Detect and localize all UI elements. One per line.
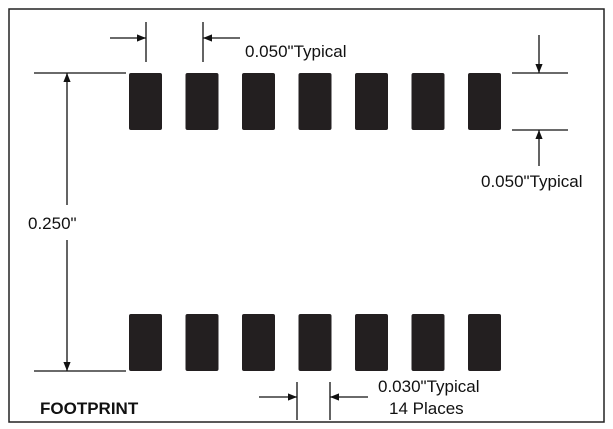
pad-row-top <box>129 73 501 130</box>
row-spacing-label: 0.250" <box>28 214 77 233</box>
pad-bottom-3 <box>242 314 275 371</box>
pitch-label: 0.050"Typical <box>245 42 347 61</box>
pad-row-bottom <box>129 314 501 371</box>
pad-bottom-7 <box>468 314 501 371</box>
pad-top-5 <box>355 73 388 130</box>
pad-width-label-line1: 0.030"Typical <box>378 377 480 396</box>
pitch-dimension <box>110 22 240 62</box>
pad-bottom-4 <box>298 314 332 371</box>
pad-top-7 <box>468 73 501 130</box>
pad-height-label: 0.050"Typical <box>481 172 583 191</box>
pad-top-2 <box>185 73 219 130</box>
pad-bottom-2 <box>185 314 219 371</box>
pad-bottom-5 <box>355 314 388 371</box>
pad-bottom-6 <box>411 314 445 371</box>
pad-width-label-line2: 14 Places <box>389 399 464 418</box>
pad-top-3 <box>242 73 275 130</box>
row-spacing-dimension <box>34 72 126 372</box>
pad-height-dimension <box>512 35 568 166</box>
pad-width-dimension <box>259 382 368 420</box>
pad-top-1 <box>129 73 162 130</box>
diagram-border <box>8 8 605 423</box>
pad-bottom-1 <box>129 314 162 371</box>
pad-top-6 <box>411 73 445 130</box>
pad-top-4 <box>298 73 332 130</box>
diagram-title: FOOTPRINT <box>40 399 139 418</box>
